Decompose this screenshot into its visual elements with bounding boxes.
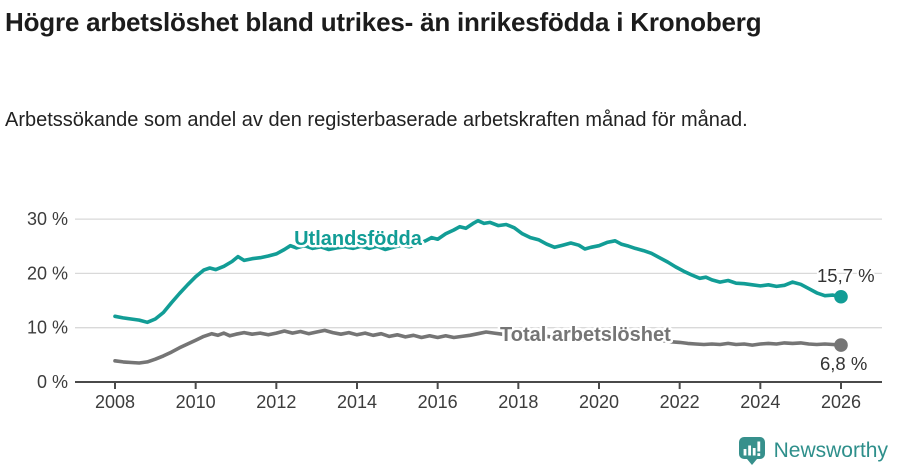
y-tick-label-10: 10 % <box>27 318 68 338</box>
brand-name: Newsworthy <box>773 439 888 462</box>
series-line-utlandsfodda <box>113 218 843 325</box>
page-title: Högre arbetslöshet bland utrikes- än inr… <box>5 7 762 37</box>
x-tick-label-2012: 2012 <box>256 392 296 412</box>
y-tick-label-20: 20 % <box>27 263 68 283</box>
series-label-total: Total arbetslöshet <box>500 324 671 346</box>
series-line-total <box>113 328 843 365</box>
y-tick-label-0: 0 % <box>37 372 68 392</box>
series-end-dot-total <box>834 338 848 352</box>
series-label-utlandsfodda: Utlandsfödda <box>294 228 423 250</box>
x-tick-label-2010: 2010 <box>176 392 216 412</box>
x-tick-label-2008: 2008 <box>95 392 135 412</box>
chart-subtitle: Arbetssökande som andel av den registerb… <box>5 109 748 131</box>
newsworthy-brand: Newsworthy <box>738 436 888 466</box>
x-tick-label-2022: 2022 <box>660 392 700 412</box>
x-tick-label-2026: 2026 <box>821 392 861 412</box>
bar-chart-pin-icon <box>738 437 765 465</box>
x-tick-label-2018: 2018 <box>498 392 538 412</box>
y-tick-label-30: 30 % <box>27 209 68 229</box>
end-value-label-total: 6,8 % <box>820 353 867 374</box>
x-tick-label-2014: 2014 <box>337 392 377 412</box>
x-tick-label-2016: 2016 <box>418 392 458 412</box>
end-value-label-utlandsfodda: 15,7 % <box>817 265 875 286</box>
x-tick-label-2024: 2024 <box>740 392 780 412</box>
x-tick-label-2020: 2020 <box>579 392 619 412</box>
series-end-dot-utlandsfodda <box>834 289 848 304</box>
